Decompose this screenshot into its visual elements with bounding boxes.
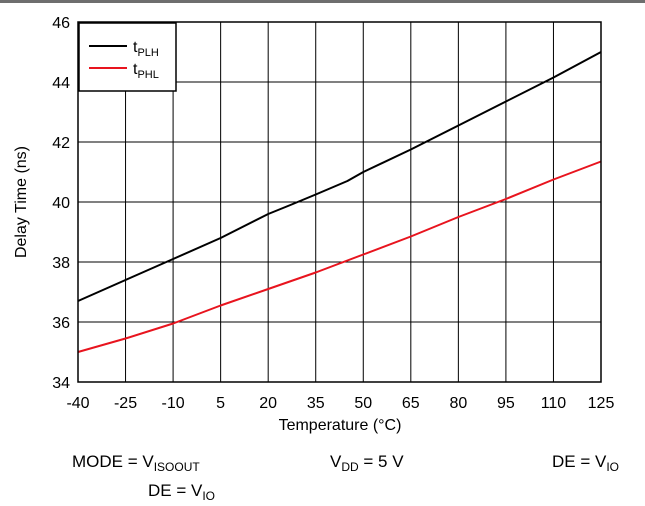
condition-vdd: VDD = 5 V: [330, 452, 404, 477]
top-rule: [0, 0, 645, 3]
condition-vdd-post: = 5 V: [358, 452, 404, 471]
condition-de-left: DE = VIO: [148, 481, 215, 506]
x-tick-label: 50: [354, 395, 372, 412]
condition-vdd-pre: V: [330, 452, 342, 471]
x-tick-labels: -40 -25 -10 5 20 35 50 65 80 95 110 125: [66, 395, 614, 412]
legend-box: [78, 22, 177, 92]
legend-label-tphl: tPHL: [133, 61, 159, 81]
x-tick-label: 95: [497, 395, 515, 412]
condition-de-left-sub: IO: [202, 489, 216, 503]
condition-de-left-text: DE = V: [148, 481, 203, 500]
condition-mode-text: MODE = V: [72, 452, 154, 471]
x-tick-label: -25: [114, 395, 137, 412]
legend: tPLH tPHL: [78, 22, 177, 92]
plot-border: [77, 21, 602, 383]
y-tick-labels: 34 36 38 40 42 44 46: [52, 15, 70, 392]
legend-label-tplh: tPLH: [133, 39, 159, 59]
x-tick-label: 35: [307, 395, 325, 412]
x-tick-label: 125: [588, 395, 615, 412]
series-line-tplh: [77, 51, 602, 302]
condition-de-right: DE = VIO: [552, 452, 619, 477]
y-tick-label: 38: [52, 255, 70, 272]
y-tick-label: 34: [52, 375, 70, 392]
y-tick-label: 40: [52, 195, 70, 212]
delay-time-chart: -40 -25 -10 5 20 35 50 65 80 95 110 125 34 36 38 40 42 4…: [13, 15, 614, 434]
y-tick-label: 46: [52, 15, 70, 32]
condition-mode-sub: ISOOUT: [153, 460, 200, 474]
x-axis-label: Temperature (°C): [279, 417, 402, 434]
x-tick-label: 65: [402, 395, 420, 412]
x-tick-label: 110: [541, 395, 567, 412]
x-tick-label: 20: [259, 395, 277, 412]
x-tick-label: -40: [66, 395, 89, 412]
y-tick-label: 44: [52, 75, 70, 92]
x-tick-label: 80: [449, 395, 467, 412]
x-tick-label: 5: [216, 395, 225, 412]
condition-de-right-text: DE = V: [552, 452, 607, 471]
condition-de-right-sub: IO: [606, 460, 620, 474]
condition-vdd-sub: DD: [341, 460, 359, 474]
x-tick-label: -10: [162, 395, 185, 412]
series-layer: [77, 51, 602, 353]
y-tick-label: 36: [52, 315, 70, 332]
y-axis-label: Delay Time (ns): [13, 146, 30, 258]
y-tick-label: 42: [52, 135, 70, 152]
series-line-tphl: [77, 160, 602, 353]
condition-mode: MODE = VISOOUT: [72, 452, 200, 477]
